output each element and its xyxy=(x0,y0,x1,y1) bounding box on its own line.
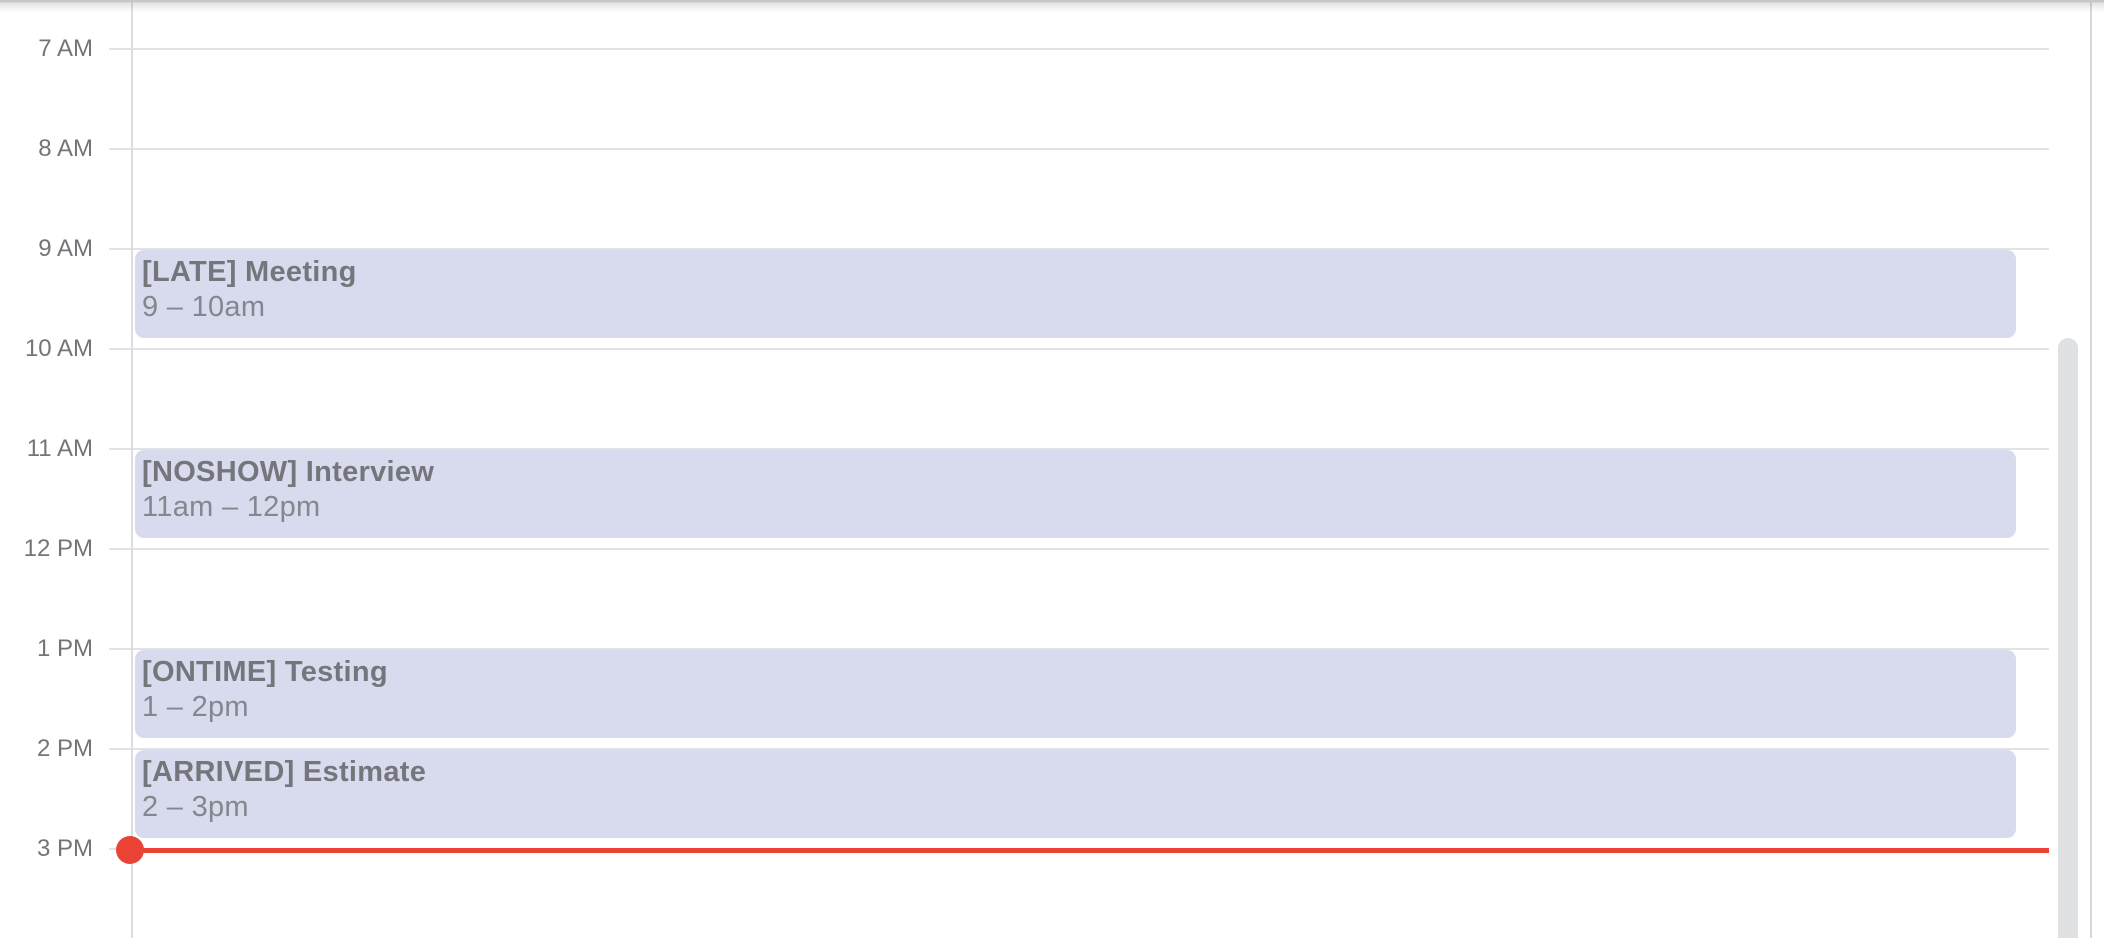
hour-gridline xyxy=(109,748,2049,750)
event-time: 11am – 12pm xyxy=(142,491,321,523)
hour-gridline xyxy=(109,48,2049,50)
time-axis-line xyxy=(131,0,133,938)
event-block[interactable]: [ONTIME] Testing 1 – 2pm xyxy=(135,650,2016,738)
hour-gridline xyxy=(109,648,2049,650)
event-title: [ONTIME] Testing xyxy=(142,656,388,688)
hour-gridline xyxy=(109,448,2049,450)
event-time: 1 – 2pm xyxy=(142,691,249,723)
event-block[interactable]: [LATE] Meeting 9 – 10am xyxy=(135,250,2016,338)
right-edge-divider xyxy=(2090,0,2092,938)
event-title: [LATE] Meeting xyxy=(142,256,357,288)
event-time: 9 – 10am xyxy=(142,291,266,323)
hour-gridline xyxy=(109,548,2049,550)
hour-label: 9 AM xyxy=(38,235,93,262)
app-bar-shadow xyxy=(0,0,2104,12)
hour-label: 12 PM xyxy=(23,535,93,562)
hour-gridline xyxy=(109,348,2049,350)
hour-label: 8 AM xyxy=(38,135,93,162)
hour-gridline xyxy=(109,148,2049,150)
hour-label: 3 PM xyxy=(36,835,93,862)
hour-label: 10 AM xyxy=(24,335,93,362)
hour-label: 11 AM xyxy=(26,435,93,462)
event-title: [ARRIVED] Estimate xyxy=(142,756,427,788)
event-title: [NOSHOW] Interview xyxy=(142,456,435,488)
scrollbar-thumb[interactable] xyxy=(2058,338,2078,938)
current-time-line xyxy=(130,848,2049,853)
hour-label: 1 PM xyxy=(36,635,93,662)
hour-label: 2 PM xyxy=(36,735,93,762)
event-block[interactable]: [NOSHOW] Interview 11am – 12pm xyxy=(135,450,2016,538)
hour-label: 7 AM xyxy=(38,35,93,62)
hour-gridline xyxy=(109,248,2049,250)
event-time: 2 – 3pm xyxy=(142,791,249,823)
event-block[interactable]: [ARRIVED] Estimate 2 – 3pm xyxy=(135,750,2016,838)
current-time-dot xyxy=(116,836,144,864)
